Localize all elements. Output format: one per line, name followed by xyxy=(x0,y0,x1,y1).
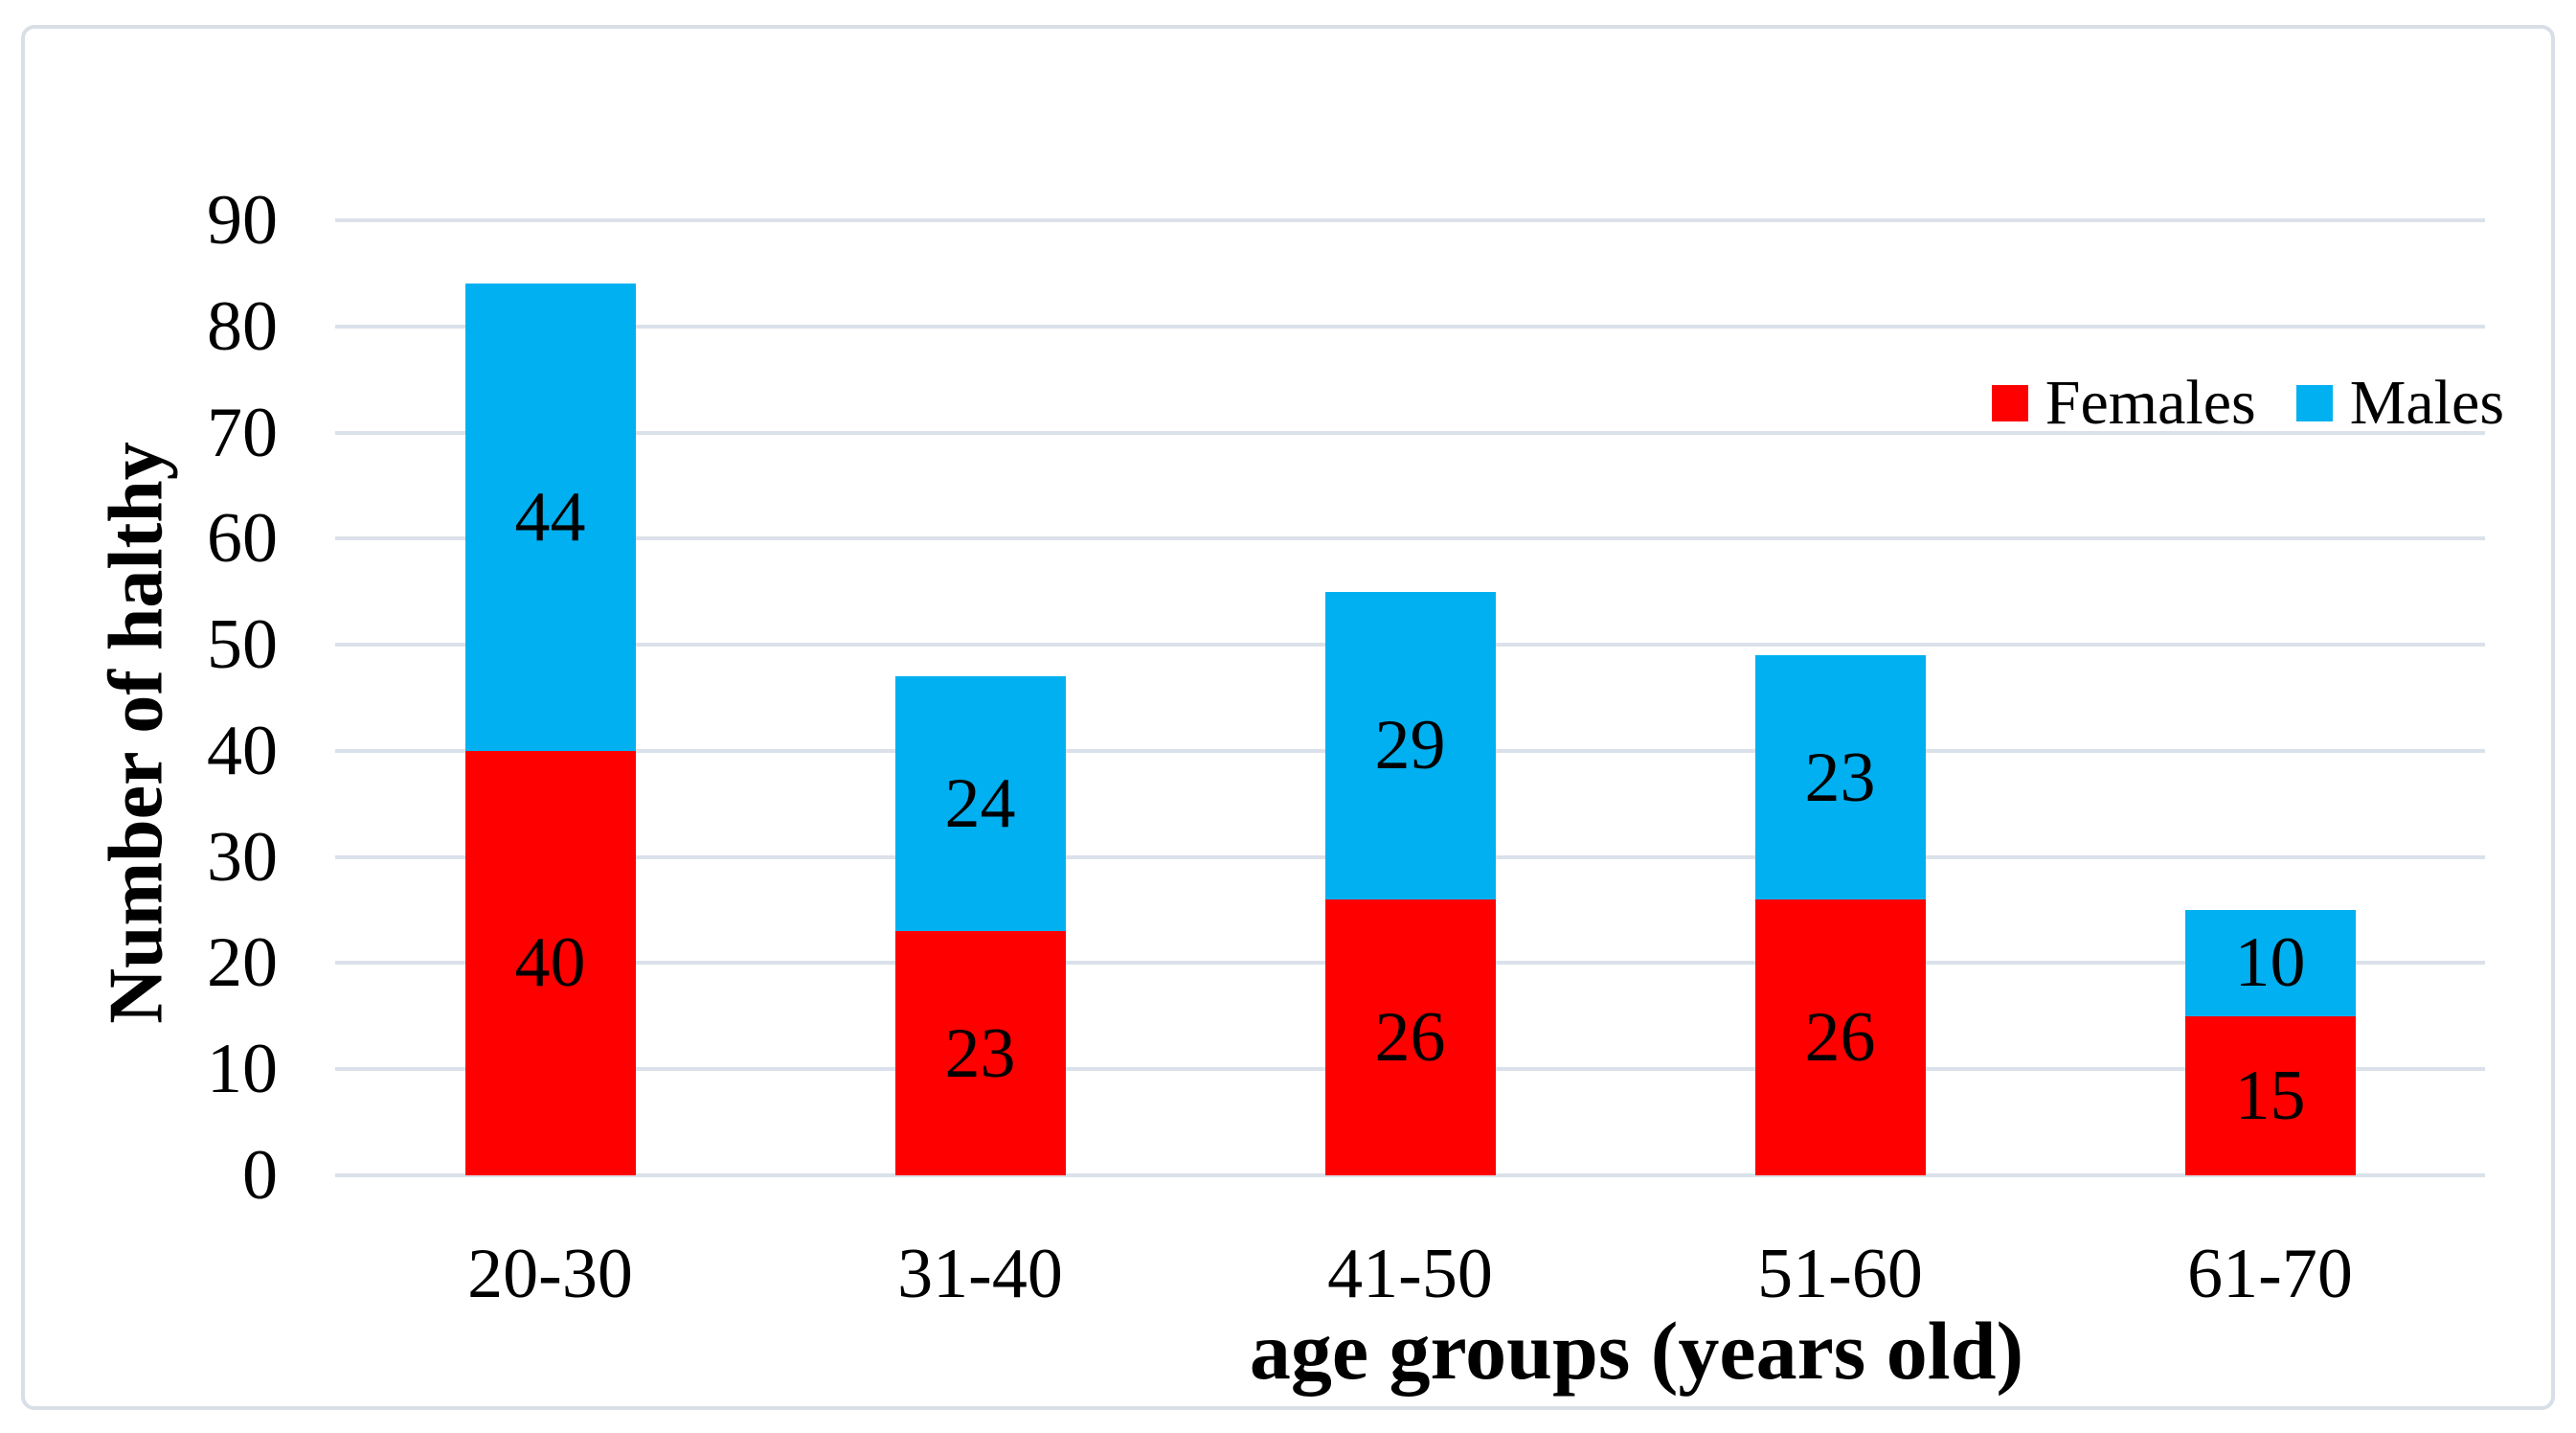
chart-figure xyxy=(21,25,2555,1410)
x-axis-title: age groups (years old) xyxy=(1249,1305,2024,1397)
legend-swatch-females xyxy=(1991,385,2028,421)
y-axis-title: Number of halthy xyxy=(94,442,179,1024)
legend: Females Males xyxy=(1991,368,2504,438)
legend-label: Males xyxy=(2349,368,2504,438)
legend-label: Females xyxy=(2045,368,2256,438)
legend-item-females: Females xyxy=(1991,368,2256,438)
legend-swatch-males xyxy=(2295,385,2333,421)
legend-item-males: Males xyxy=(2295,368,2504,438)
